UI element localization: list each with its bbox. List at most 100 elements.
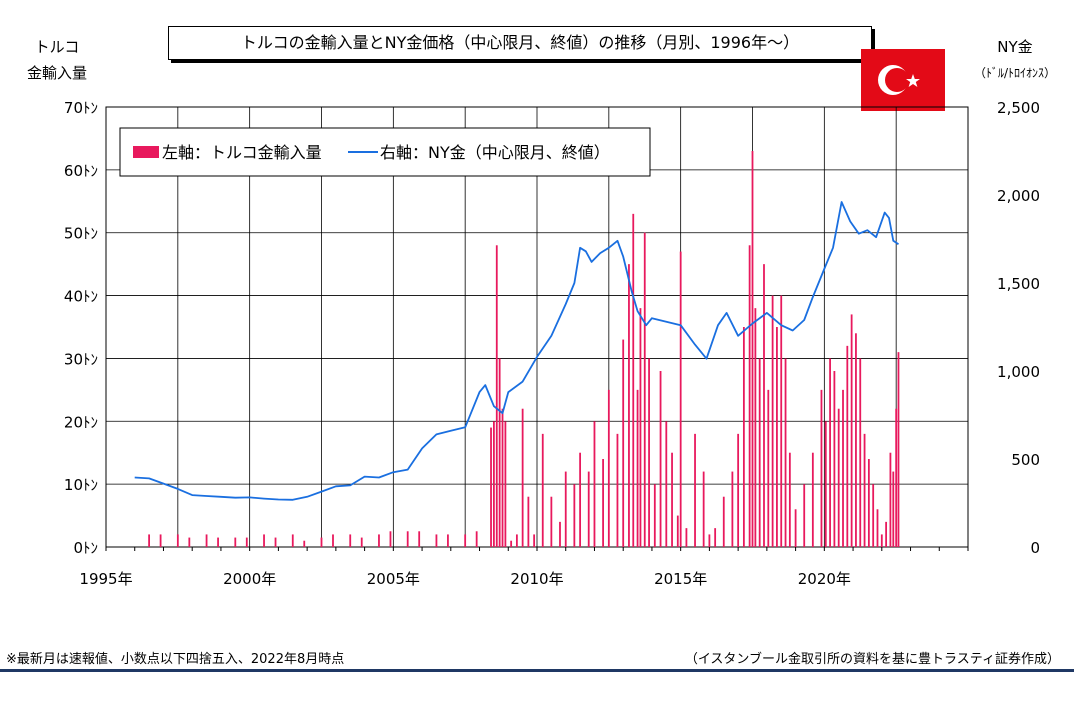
x-tick-label: 2010年 bbox=[510, 570, 563, 588]
bar bbox=[573, 484, 576, 547]
bar bbox=[895, 408, 898, 547]
bar bbox=[876, 509, 879, 547]
bar bbox=[829, 358, 831, 547]
bar bbox=[748, 245, 751, 548]
axes: 0ﾄﾝ 10ﾄﾝ 20ﾄﾝ 30ﾄﾝ 40ﾄﾝ 50ﾄﾝ 60ﾄﾝ 70ﾄﾝ 0 500 1,000… bbox=[64, 99, 1040, 588]
right-tick-label: 2,000 bbox=[997, 187, 1040, 205]
legend-line-label: 右軸：NY金（中心限月、終値） bbox=[380, 143, 610, 162]
bar bbox=[559, 521, 561, 547]
bar bbox=[872, 484, 875, 547]
bar bbox=[784, 358, 787, 547]
bar bbox=[501, 408, 504, 547]
bar bbox=[653, 484, 656, 547]
bar bbox=[685, 528, 688, 547]
bar bbox=[418, 531, 421, 547]
bar bbox=[803, 484, 806, 547]
x-tick-label: 2005年 bbox=[367, 570, 420, 588]
legend-bar-swatch bbox=[133, 146, 159, 158]
bar bbox=[148, 534, 150, 547]
bar bbox=[763, 264, 765, 547]
bar bbox=[722, 496, 725, 547]
bar bbox=[510, 540, 513, 547]
bottom-rule bbox=[0, 669, 1074, 672]
bar bbox=[855, 333, 857, 547]
left-tick-label: 0ﾄﾝ bbox=[73, 539, 98, 557]
bar bbox=[332, 534, 334, 547]
bar bbox=[880, 534, 883, 547]
left-tick-label: 70ﾄﾝ bbox=[64, 99, 98, 117]
bar bbox=[820, 389, 823, 547]
bar bbox=[665, 421, 668, 547]
bar bbox=[406, 531, 409, 547]
right-axis-title: NY金 （ﾄﾞﾙ/ﾄﾛｲｵﾝｽ） bbox=[970, 34, 1060, 86]
left-axis-title: トルコ 金輸入量 bbox=[22, 34, 92, 86]
bar bbox=[846, 345, 849, 547]
bar bbox=[659, 371, 662, 547]
bar bbox=[234, 537, 237, 547]
bar bbox=[303, 540, 306, 547]
bar bbox=[850, 314, 853, 547]
bar bbox=[159, 534, 162, 547]
bar bbox=[490, 427, 492, 547]
bar bbox=[837, 408, 840, 547]
legend-bar-label: 左軸：トルコ金輸入量 bbox=[162, 143, 322, 162]
bar bbox=[824, 421, 827, 547]
bar bbox=[714, 528, 717, 547]
bar bbox=[176, 534, 179, 547]
x-tick-label: 2020年 bbox=[798, 570, 851, 588]
bar bbox=[360, 537, 363, 547]
bar bbox=[245, 537, 248, 547]
left-tick-label: 30ﾄﾝ bbox=[64, 350, 98, 368]
bar bbox=[607, 389, 610, 547]
x-tick-label: 2000年 bbox=[223, 570, 276, 588]
bar bbox=[671, 452, 673, 547]
left-tick-label: 50ﾄﾝ bbox=[64, 225, 98, 243]
bar bbox=[833, 371, 836, 547]
bar bbox=[679, 251, 682, 548]
bar bbox=[602, 459, 604, 547]
bar bbox=[464, 534, 467, 547]
bar-series bbox=[148, 151, 900, 548]
bar bbox=[550, 496, 553, 547]
right-tick-label: 1,500 bbox=[997, 275, 1040, 293]
bar bbox=[737, 433, 740, 547]
bar bbox=[521, 408, 524, 547]
gold-price-line bbox=[134, 201, 900, 501]
right-tick-label: 500 bbox=[1011, 451, 1040, 469]
bar bbox=[587, 471, 590, 547]
bar bbox=[754, 308, 757, 547]
right-tick-label: 2,500 bbox=[997, 99, 1040, 117]
x-tick-label: 2015年 bbox=[654, 570, 707, 588]
bar bbox=[676, 515, 679, 547]
bar bbox=[498, 358, 501, 547]
bar bbox=[274, 537, 277, 547]
right-axis-title-line2: （ﾄﾞﾙ/ﾄﾛｲｵﾝｽ） bbox=[973, 66, 1057, 80]
bar bbox=[217, 537, 219, 547]
chart-title: トルコの金輸入量とNY金価格（中心限月、終値）の推移（月別、1996年～） bbox=[168, 26, 872, 60]
bar bbox=[435, 534, 438, 547]
bar bbox=[648, 358, 650, 547]
bar bbox=[564, 471, 567, 547]
line-series bbox=[134, 201, 900, 501]
bar bbox=[842, 389, 844, 547]
bar bbox=[742, 327, 745, 547]
bar bbox=[579, 452, 581, 547]
bar bbox=[495, 245, 498, 548]
legend-box bbox=[119, 127, 651, 177]
right-tick-label: 1,000 bbox=[997, 363, 1040, 381]
bar bbox=[867, 459, 870, 547]
left-tick-label: 60ﾄﾝ bbox=[64, 162, 98, 180]
flag-star bbox=[906, 74, 920, 87]
bar bbox=[504, 421, 507, 547]
bar bbox=[389, 531, 392, 547]
bar bbox=[694, 433, 696, 547]
bar bbox=[493, 421, 495, 547]
footnote: ※最新月は速報値、小数点以下四捨五入、2022年8月時点 bbox=[6, 652, 345, 667]
bar bbox=[639, 308, 642, 547]
bar bbox=[708, 534, 711, 547]
bar bbox=[515, 534, 518, 547]
turkey-flag-icon bbox=[861, 49, 945, 111]
bar bbox=[897, 352, 900, 547]
bar bbox=[863, 433, 866, 547]
bar bbox=[622, 339, 625, 547]
